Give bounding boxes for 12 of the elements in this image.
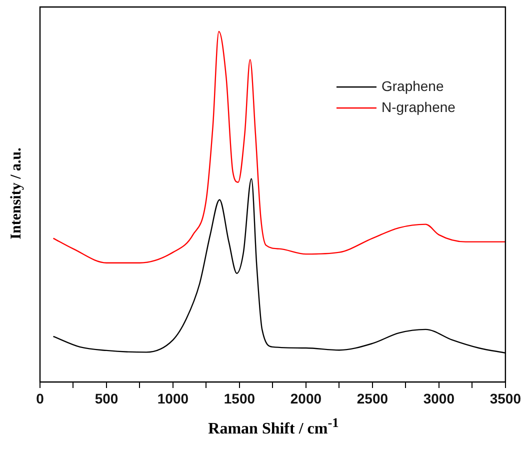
x-tick-label: 2000	[290, 390, 322, 406]
x-tick-label: 3500	[490, 390, 522, 406]
x-tick-label: 0	[36, 390, 44, 406]
y-axis-title: Intensity / a.u.	[8, 146, 26, 242]
x-tick-label: 3000	[423, 390, 455, 406]
x-tick-label: 1500	[224, 390, 256, 406]
x-tick-label: 2500	[356, 390, 388, 406]
legend-label: Graphene	[381, 78, 444, 94]
x-tick-label: 500	[94, 390, 118, 406]
x-tick-label: 1000	[157, 390, 189, 406]
legend-label: N-graphene	[381, 98, 456, 115]
x-axis-title: Raman Shift / cm$^{-1}$	[207, 415, 340, 438]
